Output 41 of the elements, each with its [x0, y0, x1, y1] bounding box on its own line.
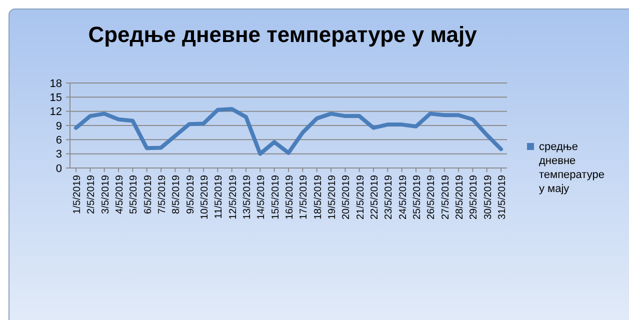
line-series — [74, 106, 503, 156]
x-tick-label: 22/5/2019 — [370, 174, 380, 220]
y-tick-label: 18 — [50, 78, 62, 90]
x-tick-label: 6/5/2019 — [142, 174, 154, 214]
x-tick-label: 30/5/2019 — [482, 174, 494, 220]
x-tick-label: 16/5/2019 — [284, 174, 296, 220]
x-tick-label: 18/5/2019 — [312, 174, 324, 220]
x-tick-label: 29/5/2019 — [468, 174, 480, 220]
legend-label: средње дневне температуре у мају — [539, 141, 604, 195]
x-tick-label: 5/5/2019 — [128, 174, 140, 214]
x-tick-label: 14/5/2019 — [256, 174, 268, 220]
x-tick-label: 21/5/2019 — [355, 174, 366, 220]
x-tick-label: 28/5/2019 — [454, 174, 466, 220]
x-tick-label: 25/5/2019 — [412, 174, 423, 220]
x-tick-label: 31/5/2019 — [497, 174, 508, 220]
x-tick-label: 9/5/2019 — [185, 174, 196, 214]
x-tick-label: 2/5/2019 — [86, 174, 98, 214]
x-tick-label: 27/5/2019 — [440, 174, 452, 220]
x-tick-label: 24/5/2019 — [398, 174, 409, 220]
x-tick-label: 3/5/2019 — [100, 174, 112, 214]
x-tick-label: 13/5/2019 — [242, 174, 253, 220]
y-tick-label: 0 — [56, 162, 62, 175]
x-tick-label: 8/5/2019 — [171, 174, 182, 214]
x-tick-label: 7/5/2019 — [157, 174, 168, 214]
x-tick-label: 1/5/2019 — [72, 174, 83, 214]
x-tick-label: 11/5/2019 — [214, 174, 225, 219]
y-tick-label: 6 — [56, 134, 62, 147]
x-tick-label: 23/5/2019 — [384, 174, 395, 220]
x-tick-label: 10/5/2019 — [200, 174, 210, 220]
x-tick-label: 26/5/2019 — [426, 174, 438, 220]
x-tick-label: 12/5/2019 — [228, 174, 239, 220]
chart-title: Средње дневне температуре у мају — [88, 22, 478, 47]
y-tick-label: 3 — [56, 148, 62, 161]
x-tick-label: 17/5/2019 — [298, 174, 310, 220]
y-tick-label: 15 — [50, 92, 62, 104]
x-tick-label: 4/5/2019 — [114, 174, 126, 214]
x-tick-label: 19/5/2019 — [327, 174, 338, 220]
y-tick-label: 12 — [50, 106, 62, 118]
y-tick-label: 9 — [56, 120, 62, 132]
x-tick-label: 15/5/2019 — [270, 174, 282, 220]
x-tick-label: 20/5/2019 — [341, 174, 352, 220]
